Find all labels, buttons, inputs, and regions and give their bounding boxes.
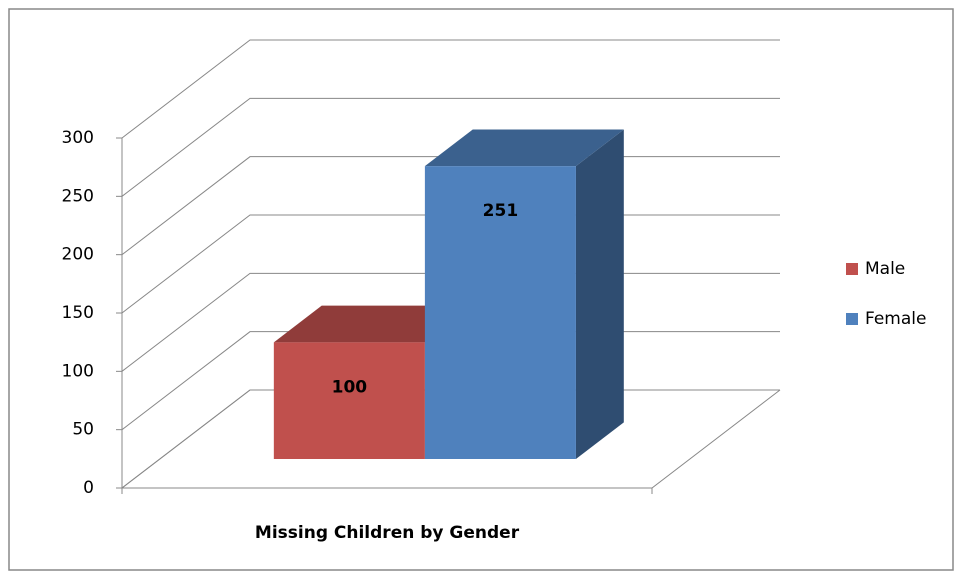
bar xyxy=(273,342,425,459)
y-tick-label: 200 xyxy=(62,245,94,265)
bar-top xyxy=(424,129,624,167)
x-tick-label: Missing Children by Gender xyxy=(255,523,520,543)
bar xyxy=(424,166,576,459)
y-tick-label: 150 xyxy=(62,303,94,323)
bar-top xyxy=(273,305,473,343)
y-tick-label: 50 xyxy=(72,420,94,440)
y-tick-label: 250 xyxy=(62,186,94,206)
legend-label: Female xyxy=(865,309,926,329)
grid-line xyxy=(121,39,780,139)
legend-swatch xyxy=(846,263,858,275)
data-label: 100 xyxy=(332,377,368,397)
data-label: 251 xyxy=(483,201,519,221)
y-tick-label: 0 xyxy=(83,478,94,498)
bar-side xyxy=(575,129,624,459)
grid-line xyxy=(121,97,780,197)
legend-swatch xyxy=(846,313,858,325)
y-tick-label: 300 xyxy=(62,128,94,148)
y-tick-label: 100 xyxy=(62,361,94,381)
legend-label: Male xyxy=(865,259,905,279)
